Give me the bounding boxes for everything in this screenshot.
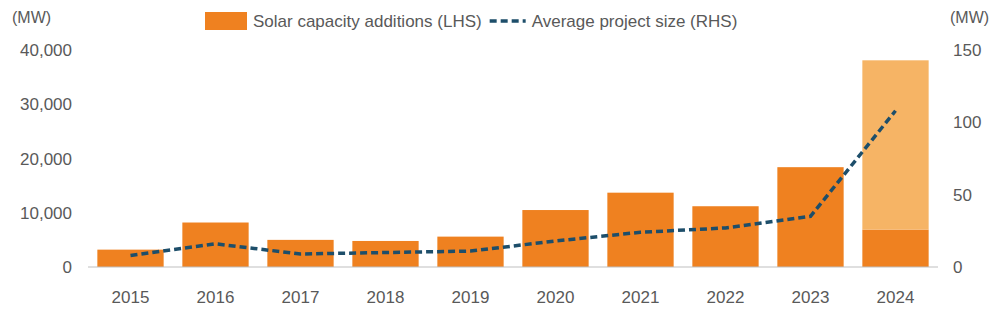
y-tick bbox=[84, 104, 88, 105]
bar bbox=[607, 193, 673, 267]
y2-tick bbox=[938, 267, 942, 268]
y-tick-label: 30,000 bbox=[20, 95, 72, 114]
bar bbox=[182, 223, 248, 267]
y2-tick-label: 0 bbox=[953, 258, 962, 277]
y2-axis-label: (MW) bbox=[950, 9, 989, 26]
y-tick bbox=[84, 212, 88, 213]
y2-tick bbox=[938, 122, 942, 123]
line bbox=[131, 111, 896, 256]
x-tick-label: 2017 bbox=[282, 288, 320, 307]
x-tick-label: 2018 bbox=[367, 288, 405, 307]
legend-swatch bbox=[205, 12, 247, 30]
y-tick-label: 40,000 bbox=[20, 41, 72, 60]
y2-tick-label: 150 bbox=[953, 41, 981, 60]
x-axis-line bbox=[88, 267, 938, 268]
bar bbox=[692, 206, 758, 267]
legend-label: Average project size (RHS) bbox=[532, 12, 738, 31]
y-axis-label: (MW) bbox=[12, 9, 51, 26]
legend-label: Solar capacity additions (LHS) bbox=[253, 12, 482, 31]
x-tick-label: 2015 bbox=[112, 288, 150, 307]
y-tick-label: 0 bbox=[63, 258, 72, 277]
y-tick-label: 10,000 bbox=[20, 204, 72, 223]
chart: (MW) (MW) 0 10,000 20,000 30,000 40,000 0 50 100 1… bbox=[0, 0, 1001, 313]
y2-tick-label: 100 bbox=[953, 113, 981, 132]
x-tick-label: 2024 bbox=[877, 288, 915, 307]
x-tick-label: 2019 bbox=[452, 288, 490, 307]
y-tick bbox=[84, 50, 88, 51]
y2-tick-label: 50 bbox=[953, 186, 972, 205]
y2-tick bbox=[938, 194, 942, 195]
bar bbox=[862, 60, 928, 229]
y2-tick bbox=[938, 50, 942, 51]
legend-swatch bbox=[490, 19, 526, 23]
bar bbox=[862, 230, 928, 267]
x-tick-label: 2016 bbox=[197, 288, 235, 307]
y-tick-label: 20,000 bbox=[20, 150, 72, 169]
y-tick bbox=[84, 267, 88, 268]
x-tick-label: 2020 bbox=[537, 288, 575, 307]
y-tick bbox=[84, 158, 88, 159]
x-tick-label: 2022 bbox=[707, 288, 745, 307]
bar bbox=[522, 210, 588, 267]
x-tick-label: 2021 bbox=[622, 288, 660, 307]
plot-area bbox=[97, 60, 928, 267]
x-tick-label: 2023 bbox=[792, 288, 830, 307]
